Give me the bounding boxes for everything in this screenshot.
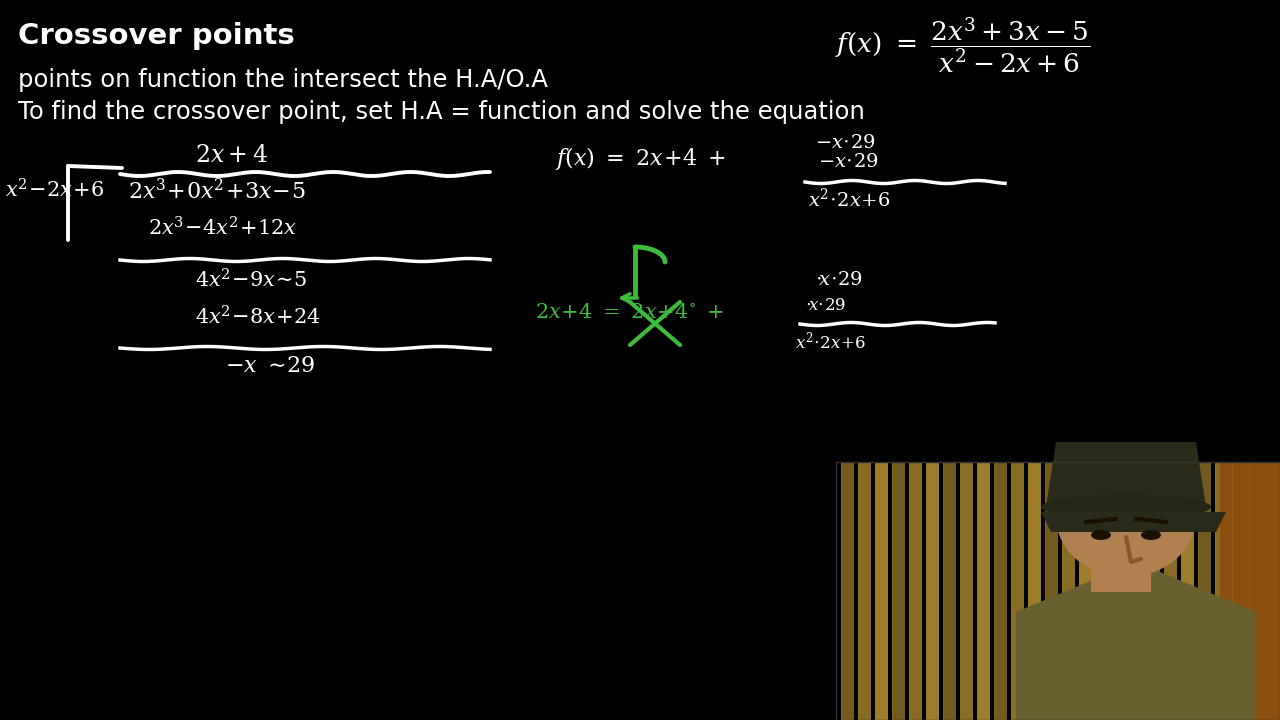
Bar — [925, 462, 940, 720]
Bar — [977, 462, 989, 720]
Bar — [1062, 462, 1075, 720]
Polygon shape — [1041, 512, 1226, 532]
Bar — [1147, 462, 1160, 720]
Ellipse shape — [1056, 457, 1196, 577]
Bar — [960, 462, 973, 720]
Text: $\cdot\!x\!\cdot\!29$: $\cdot\!x\!\cdot\!29$ — [815, 270, 863, 289]
Text: $2x^3\!+\!0x^2\!+\!3x\!-\!5$: $2x^3\!+\!0x^2\!+\!3x\!-\!5$ — [128, 178, 306, 203]
Text: $x^2\!-\!2x\!+\!6$: $x^2\!-\!2x\!+\!6$ — [5, 178, 104, 201]
Bar — [1164, 462, 1178, 720]
Polygon shape — [1016, 562, 1256, 720]
Text: $2x+4$: $2x+4$ — [195, 143, 268, 167]
Ellipse shape — [1140, 530, 1161, 540]
Bar — [876, 462, 888, 720]
Bar — [1028, 462, 1041, 720]
Bar — [892, 462, 905, 720]
Bar — [909, 462, 922, 720]
Bar — [1198, 462, 1211, 720]
Text: $2x\!+\!4\ =\ 2x\!+\!4^{\circ}\ +$: $2x\!+\!4\ =\ 2x\!+\!4^{\circ}\ +$ — [535, 302, 723, 322]
Polygon shape — [1046, 442, 1206, 507]
Bar — [943, 462, 956, 720]
Bar — [1096, 462, 1108, 720]
Bar — [1220, 462, 1280, 720]
Bar — [836, 462, 1280, 720]
Text: Crossover points: Crossover points — [18, 22, 294, 50]
Text: points on function the intersect the H.A/O.A: points on function the intersect the H.A… — [18, 68, 548, 92]
Text: $f(x)\ {=}\ 2x\!+\!4\ +$: $f(x)\ {=}\ 2x\!+\!4\ +$ — [556, 145, 726, 172]
Text: $2x^3\!-\!4x^2\!+\!12x$: $2x^3\!-\!4x^2\!+\!12x$ — [148, 216, 297, 239]
Ellipse shape — [1091, 530, 1111, 540]
Bar — [858, 462, 870, 720]
Bar — [1231, 462, 1245, 720]
Text: $\cdot\!x\!\cdot\!29$: $\cdot\!x\!\cdot\!29$ — [805, 296, 846, 314]
Bar — [841, 462, 854, 720]
Text: $-x\!\cdot\!29$: $-x\!\cdot\!29$ — [818, 152, 878, 171]
Bar — [1249, 462, 1262, 720]
Bar — [1114, 462, 1126, 720]
Bar — [1079, 462, 1092, 720]
Text: $x^2\!\cdot\!2x\!+\!6$: $x^2\!\cdot\!2x\!+\!6$ — [808, 188, 891, 211]
Bar — [1091, 522, 1151, 592]
Text: To find the crossover point, set H.A = function and solve the equation: To find the crossover point, set H.A = f… — [18, 100, 865, 124]
Text: $4x^2\!-\!9x\!\sim\!5$: $4x^2\!-\!9x\!\sim\!5$ — [195, 268, 307, 291]
Bar — [1044, 462, 1059, 720]
Ellipse shape — [1041, 495, 1211, 520]
Text: $f(x)\ =\ \dfrac{2x^3+3x-5}{x^2-2x+6}$: $f(x)\ =\ \dfrac{2x^3+3x-5}{x^2-2x+6}$ — [835, 15, 1091, 75]
Text: $-x\ \sim\!29$: $-x\ \sim\!29$ — [225, 356, 315, 376]
Text: $x^2\!\cdot\!2x\!+\!6$: $x^2\!\cdot\!2x\!+\!6$ — [795, 330, 867, 352]
Bar — [1011, 462, 1024, 720]
Text: $4x^2\!-\!8x\!+\!24$: $4x^2\!-\!8x\!+\!24$ — [195, 305, 321, 328]
Bar — [1215, 462, 1228, 720]
Bar — [995, 462, 1007, 720]
Text: $-x\!\cdot\!29$: $-x\!\cdot\!29$ — [815, 133, 876, 152]
Bar — [1130, 462, 1143, 720]
Bar — [1181, 462, 1194, 720]
